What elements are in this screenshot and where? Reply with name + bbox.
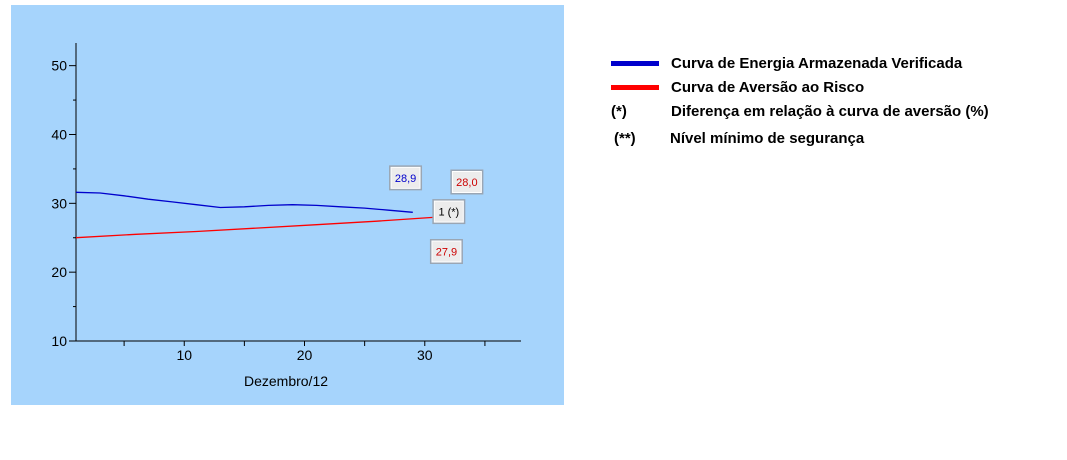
legend-label: Curva de Aversão ao Risco (671, 79, 865, 96)
data-label-text: 28,9 (395, 173, 416, 185)
line-chart: 10 20 30 40 50 10 20 30 28,9 28,0 1 (*) 27,9 Dezem… (51, 43, 521, 389)
data-label-text: 27,9 (436, 247, 457, 259)
legend-note-label: Nível mínimo de segurança (670, 130, 865, 147)
legend-swatch-blue (611, 61, 659, 66)
y-tick-label: 40 (51, 126, 67, 142)
chart-panel: 10 20 30 40 50 10 20 30 28,9 28,0 1 (*) 27,9 Dezem… (11, 5, 564, 405)
legend-note-label: Diferença em relação à curva de aversão … (671, 103, 989, 120)
data-label-text: 1 (*) (438, 207, 459, 219)
data-label-box (451, 170, 482, 193)
x-axis-label: Dezembro/12 (244, 373, 328, 389)
y-tick-label: 30 (51, 195, 67, 211)
series-line-energia (75, 191, 413, 213)
data-label: 27,9 (429, 239, 463, 265)
data-label-text: 28,0 (456, 177, 477, 189)
y-tick-label: 10 (51, 333, 67, 349)
y-tick-label: 20 (51, 264, 67, 280)
x-tick-label: 20 (297, 347, 313, 363)
x-tick-label: 10 (176, 347, 192, 363)
axes: 10 20 30 40 50 10 20 30 (51, 43, 521, 363)
data-label-box (433, 200, 464, 223)
data-label: 28,0 (450, 169, 484, 195)
y-tick-label: 50 (51, 58, 67, 74)
legend-swatch-red (611, 85, 659, 90)
data-label: 1 (*) (432, 199, 466, 225)
series-lines (75, 191, 437, 239)
data-label-box (390, 166, 421, 189)
series-line-aversao (75, 216, 437, 239)
legend-note-symbol: (*) (611, 103, 627, 120)
legend-note-symbol: (**) (614, 130, 636, 147)
data-label-box (431, 240, 462, 263)
legend-label: Curva de Energia Armazenada Verificada (671, 55, 963, 72)
annotations: 28,9 28,0 1 (*) 27,9 (389, 165, 484, 265)
x-tick-label: 30 (417, 347, 433, 363)
data-label: 28,9 (389, 165, 423, 191)
